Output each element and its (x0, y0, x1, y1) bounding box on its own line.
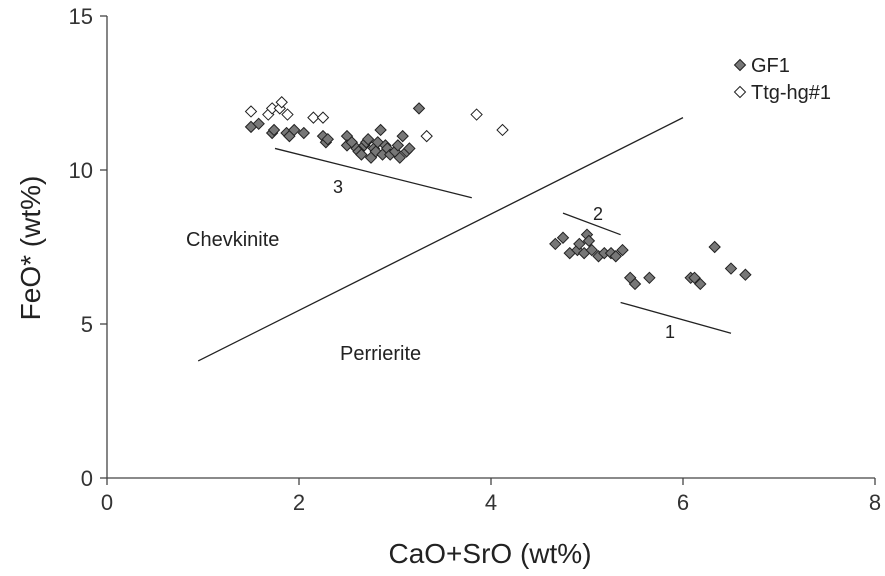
data-point-ttg-hg1 (420, 129, 433, 143)
data-point-gf1 (321, 132, 335, 146)
data-point-gf1 (694, 277, 707, 291)
data-point-gf1 (391, 139, 405, 152)
region-label-chevkinite: Chevkinite (186, 229, 279, 251)
trend-line-label-2: 2 (593, 204, 603, 224)
legend-label-gf1: GF1 (751, 55, 790, 77)
x-tick-label: 6 (677, 490, 689, 515)
x-tick-label: 0 (101, 490, 113, 515)
legend-marker-ttg-hg1 (733, 85, 747, 99)
y-tick-label: 5 (81, 312, 93, 337)
x-axis-ticks: 0 2 4 6 8 (101, 478, 881, 515)
data-point-gf1 (585, 243, 599, 257)
trend-line-label-3: 3 (333, 177, 343, 197)
data-point-gf1 (549, 237, 562, 251)
data-point-gf1 (287, 123, 301, 137)
data-point-gf1 (688, 271, 701, 285)
data-point-gf1 (412, 102, 426, 115)
x-axis-title: CaO+SrO (wt%) (388, 538, 591, 569)
data-point-gf1 (724, 262, 738, 275)
y-tick-label: 10 (69, 158, 93, 183)
data-point-gf1 (556, 231, 570, 244)
data-point-gf1 (582, 234, 596, 248)
y-tick-label: 15 (69, 4, 93, 29)
data-point-ttg-hg1 (316, 111, 330, 124)
data-point-gf1 (361, 132, 375, 146)
data-point-gf1 (267, 123, 281, 137)
data-point-ttg-hg1 (275, 96, 288, 109)
data-point-gf1 (297, 126, 311, 140)
data-point-gf1 (252, 117, 265, 131)
data-point-gf1 (739, 268, 752, 281)
data-point-ttg-hg1 (496, 123, 509, 137)
data-point-gf1 (609, 250, 623, 263)
legend-diamond-gf1 (733, 58, 747, 72)
data-point-ttg-hg1 (307, 111, 320, 124)
trend-line-label-1: 1 (665, 322, 675, 342)
trend-line-1 (620, 301, 732, 334)
x-tick-label: 4 (485, 490, 497, 515)
data-point-gf1 (355, 148, 368, 161)
trend-line-2 (562, 212, 621, 236)
y-tick-label: 0 (81, 466, 93, 491)
boundary-lines (197, 117, 732, 362)
data-point-ttg-hg1 (281, 108, 294, 121)
data-point-ttg-hg1 (470, 108, 483, 121)
data-point-ttg-hg1 (244, 105, 258, 118)
boundary-line (197, 117, 684, 362)
data-point-gf1 (393, 151, 407, 164)
data-point-gf1 (403, 142, 416, 155)
x-tick-label: 8 (869, 490, 881, 515)
data-point-gf1 (628, 277, 642, 291)
legend-marker-gf1 (733, 58, 747, 72)
region-label-perrierite: Perrierite (340, 343, 421, 365)
data-point-gf1 (643, 271, 656, 285)
trend-line-3 (274, 147, 472, 199)
data-point-gf1 (374, 123, 387, 137)
data-points (244, 96, 752, 291)
legend-diamond-ttg-hg1 (733, 85, 747, 99)
y-axis-title: FeO* (wt%) (15, 176, 46, 321)
data-point-gf1 (708, 240, 721, 254)
legend: GF1 Ttg-hg#1 (733, 55, 831, 104)
data-point-gf1 (573, 237, 586, 251)
legend-label-ttg-hg1: Ttg-hg#1 (751, 82, 831, 104)
x-tick-label: 2 (293, 490, 305, 515)
data-point-gf1 (616, 243, 629, 257)
data-point-gf1 (396, 129, 409, 143)
y-axis-ticks: 0 5 10 15 (69, 4, 107, 491)
